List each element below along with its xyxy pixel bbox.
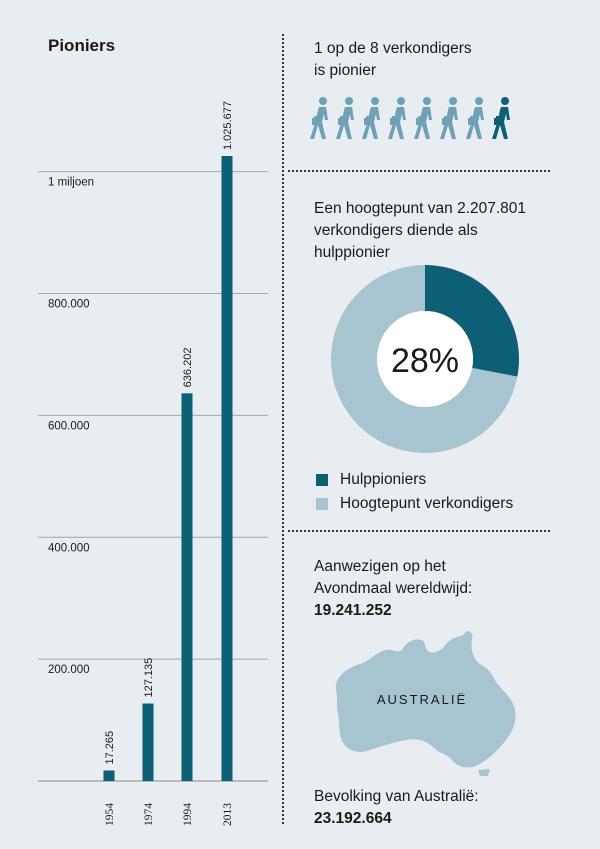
map-label: AUSTRALIË — [377, 692, 467, 707]
x-tick-label: 2013 — [222, 803, 234, 826]
donut-legend: Hulppioniers Hoogtepunt verkondigers — [316, 468, 513, 516]
aux-pioneer-line2: verkondigers diende als — [314, 222, 478, 239]
donut-center-label: 28% — [391, 342, 459, 380]
walkers-row — [310, 96, 514, 140]
bar-1954 — [103, 770, 115, 781]
bar-chart: 200.000 400.000 600.000 800.000 1 miljoen 17.… — [38, 101, 268, 826]
aux-pioneer-line1: Een hoogtepunt van 2.207.801 — [314, 200, 527, 217]
donut-chart: 28% — [331, 265, 519, 453]
person-walking-with-briefcase-icon — [466, 97, 484, 139]
legend-item-hulppioniers: Hulppioniers — [316, 468, 513, 492]
divider-1 — [288, 170, 550, 172]
tasmania-shape — [478, 769, 490, 776]
y-tick-label: 200.000 — [48, 664, 90, 676]
donut-slice-1 — [331, 265, 518, 453]
legend-swatch-hulppioniers — [316, 474, 328, 486]
chart-title: Pioniers — [48, 36, 116, 55]
person-walking-with-briefcase-icon — [362, 97, 380, 139]
pioneer-ratio-text: 1 op de 8 verkondigers is pionier — [314, 38, 472, 82]
legend-label-verkondigers: Hoogtepunt verkondigers — [340, 495, 514, 512]
pioneer-ratio-line2: is pionier — [314, 62, 377, 79]
value-label: 1.025.677 — [222, 101, 234, 150]
australia-shape — [335, 631, 516, 768]
memorial-text: Aanwezigen op het Avondmaal wereldwijd: … — [314, 556, 472, 622]
person-walking-with-briefcase-icon — [336, 97, 354, 139]
australia-map: AUSTRALIË — [335, 631, 516, 776]
divider-2 — [288, 530, 550, 532]
memorial-count: 19.241.252 — [314, 602, 392, 619]
y-tick-label: 1 miljoen — [48, 177, 94, 189]
legend-item-verkondigers: Hoogtepunt verkondigers — [316, 492, 513, 516]
donut-slice-0 — [425, 265, 519, 377]
person-walking-with-briefcase-icon — [492, 97, 510, 139]
person-walking-with-briefcase-icon — [388, 97, 406, 139]
memorial-line2: Avondmaal wereldwijd: — [314, 580, 473, 597]
aux-pioneer-text: Een hoogtepunt van 2.207.801 verkondiger… — [314, 198, 526, 264]
legend-swatch-verkondigers — [316, 498, 328, 510]
value-label: 127.135 — [143, 658, 155, 698]
y-tick-label: 600.000 — [48, 420, 90, 432]
person-walking-with-briefcase-icon — [440, 97, 458, 139]
value-label: 17.265 — [104, 731, 116, 765]
x-tick-label: 1974 — [143, 803, 155, 826]
donut-center — [377, 311, 473, 407]
legend-label-hulppioniers: Hulppioniers — [340, 471, 427, 488]
population-text: Bevolking van Australië: 23.192.664 — [314, 786, 479, 830]
bar-1974 — [142, 703, 154, 781]
bar-2013 — [221, 156, 233, 781]
population-value: 23.192.664 — [314, 810, 392, 827]
pioneer-ratio-line1: 1 op de 8 verkondigers — [314, 40, 472, 57]
x-tick-label: 1954 — [104, 803, 116, 826]
person-walking-with-briefcase-icon — [310, 97, 328, 139]
value-label: 636.202 — [182, 348, 194, 388]
population-label: Bevolking van Australië: — [314, 788, 479, 805]
x-tick-label: 1994 — [182, 803, 194, 826]
y-tick-label: 400.000 — [48, 542, 90, 554]
aux-pioneer-line3: hulppionier — [314, 244, 390, 261]
bar-1994 — [181, 393, 193, 781]
vertical-divider — [282, 34, 284, 824]
person-walking-with-briefcase-icon — [414, 97, 432, 139]
y-tick-label: 800.000 — [48, 299, 90, 311]
memorial-line1: Aanwezigen op het — [314, 558, 446, 575]
